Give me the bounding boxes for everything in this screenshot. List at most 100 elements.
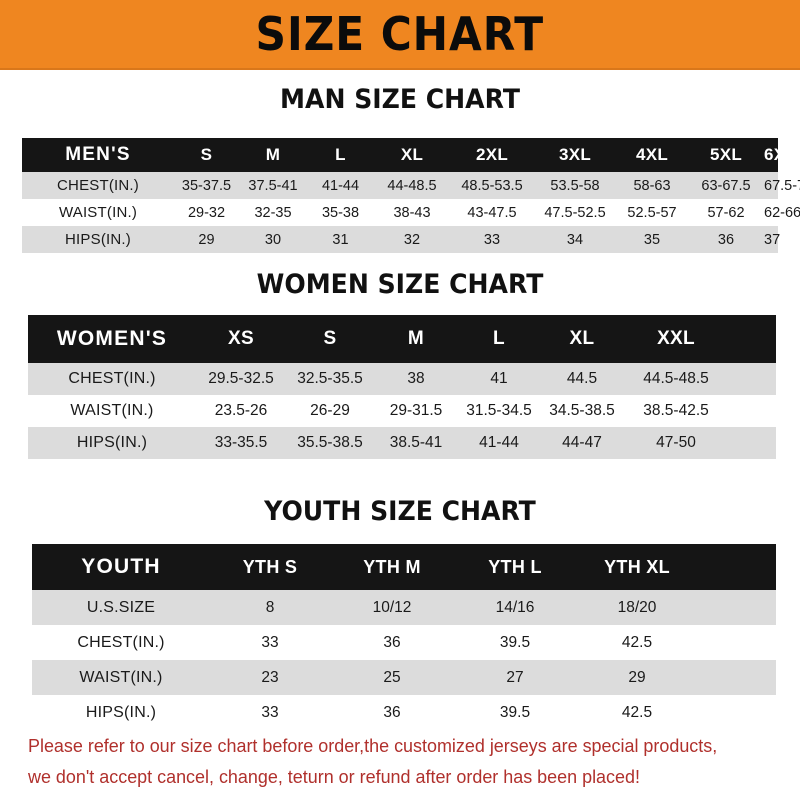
women-hips-empty <box>728 427 776 459</box>
youth-row-label-ussize: U.S.SIZE <box>32 590 210 625</box>
men-col-2xl: 2XL <box>450 138 534 172</box>
youth-row-label-chest: CHEST(IN.) <box>32 625 210 660</box>
men-chest-5xl: 63-67.5 <box>688 172 764 199</box>
men-waist-4xl: 52.5-57 <box>616 199 688 226</box>
men-hips-2xl: 33 <box>450 226 534 253</box>
women-hips-m: 38.5-41 <box>374 427 458 459</box>
youth-hips-s: 33 <box>210 695 330 730</box>
women-section-title: WOMEN SIZE CHART <box>256 269 544 300</box>
men-chest-s: 35-37.5 <box>174 172 239 199</box>
women-col-xl: XL <box>540 315 624 363</box>
women-col-l: L <box>458 315 540 363</box>
women-col-s: S <box>286 315 374 363</box>
youth-row-label-hips: HIPS(IN.) <box>32 695 210 730</box>
table-row: WAIST(IN.) 23 25 27 29 <box>32 660 776 695</box>
men-waist-xl: 38-43 <box>374 199 450 226</box>
women-size-table: WOMEN'S XS S M L XL XXL CHEST(IN.) 29.5-… <box>28 315 776 459</box>
women-waist-l: 31.5-34.5 <box>458 395 540 427</box>
youth-row-label-waist: WAIST(IN.) <box>32 660 210 695</box>
men-corner-label: MEN'S <box>22 138 174 172</box>
table-row: U.S.SIZE 8 10/12 14/16 18/20 <box>32 590 776 625</box>
women-chest-xs: 29.5-32.5 <box>196 363 286 395</box>
men-size-table: MEN'S S M L XL 2XL 3XL 4XL 5XL 6XL CHEST… <box>22 138 800 253</box>
youth-waist-s: 23 <box>210 660 330 695</box>
women-col-m: M <box>374 315 458 363</box>
youth-col-s: YTH S <box>210 544 330 590</box>
youth-header-row: YOUTH YTH S YTH M YTH L YTH XL <box>32 544 776 590</box>
men-header-row: MEN'S S M L XL 2XL 3XL 4XL 5XL 6XL <box>22 138 796 172</box>
men-col-5xl: 5XL <box>688 138 764 172</box>
women-chest-xl: 44.5 <box>540 363 624 395</box>
men-hips-4xl: 35 <box>616 226 688 253</box>
youth-ussize-s: 8 <box>210 590 330 625</box>
men-hips-5xl: 36 <box>688 226 764 253</box>
women-hips-s: 35.5-38.5 <box>286 427 374 459</box>
youth-ussize-xl: 18/20 <box>576 590 698 625</box>
women-corner-label: WOMEN'S <box>28 315 196 363</box>
women-col-empty <box>728 315 776 363</box>
table-row: HIPS(IN.) 33-35.5 35.5-38.5 38.5-41 41-4… <box>28 427 776 459</box>
men-hips-m: 30 <box>239 226 307 253</box>
youth-waist-empty <box>698 660 776 695</box>
women-chest-empty <box>728 363 776 395</box>
men-row-label-chest: CHEST(IN.) <box>22 172 174 199</box>
youth-chest-xl: 42.5 <box>576 625 698 660</box>
women-hips-xs: 33-35.5 <box>196 427 286 459</box>
men-chest-3xl: 53.5-58 <box>534 172 616 199</box>
women-waist-xs: 23.5-26 <box>196 395 286 427</box>
men-chest-2xl: 48.5-53.5 <box>450 172 534 199</box>
table-row: WAIST(IN.) 29-32 32-35 35-38 38-43 43-47… <box>22 199 800 226</box>
women-row-label-hips: HIPS(IN.) <box>28 427 196 459</box>
men-waist-6xl: 62-66.5 <box>764 199 800 226</box>
men-hips-3xl: 34 <box>534 226 616 253</box>
men-chest-4xl: 58-63 <box>616 172 688 199</box>
women-hips-xl: 44-47 <box>540 427 624 459</box>
men-col-3xl: 3XL <box>534 138 616 172</box>
men-waist-3xl: 47.5-52.5 <box>534 199 616 226</box>
women-hips-xxl: 47-50 <box>624 427 728 459</box>
men-col-xl: XL <box>374 138 450 172</box>
men-col-4xl: 4XL <box>616 138 688 172</box>
men-chest-6xl: 67.5-72 <box>764 172 800 199</box>
women-waist-xl: 34.5-38.5 <box>540 395 624 427</box>
women-chest-xxl: 44.5-48.5 <box>624 363 728 395</box>
youth-col-empty <box>698 544 776 590</box>
women-waist-xxl: 38.5-42.5 <box>624 395 728 427</box>
table-row: CHEST(IN.) 29.5-32.5 32.5-35.5 38 41 44.… <box>28 363 776 395</box>
youth-col-m: YTH M <box>330 544 454 590</box>
youth-ussize-l: 14/16 <box>454 590 576 625</box>
men-hips-xl: 32 <box>374 226 450 253</box>
men-row-label-waist: WAIST(IN.) <box>22 199 174 226</box>
women-waist-s: 26-29 <box>286 395 374 427</box>
women-col-xxl: XXL <box>624 315 728 363</box>
table-row: CHEST(IN.) 35-37.5 37.5-41 41-44 44-48.5… <box>22 172 800 199</box>
footer-note: Please refer to our size chart before or… <box>28 730 754 792</box>
footer-note-line-1: Please refer to our size chart before or… <box>28 735 718 756</box>
men-chest-m: 37.5-41 <box>239 172 307 199</box>
men-hips-6xl: 37 <box>764 226 780 253</box>
men-col-6xl: 6XL <box>764 138 796 172</box>
men-waist-5xl: 57-62 <box>688 199 764 226</box>
table-row: HIPS(IN.) 29 30 31 32 33 34 35 36 37 <box>22 226 780 253</box>
men-hips-l: 31 <box>307 226 374 253</box>
youth-hips-l: 39.5 <box>454 695 576 730</box>
youth-waist-m: 25 <box>330 660 454 695</box>
banner: SIZE CHART <box>0 0 800 70</box>
youth-section-title: YOUTH SIZE CHART <box>264 496 536 527</box>
men-waist-l: 35-38 <box>307 199 374 226</box>
men-chest-l: 41-44 <box>307 172 374 199</box>
youth-chest-m: 36 <box>330 625 454 660</box>
table-row: HIPS(IN.) 33 36 39.5 42.5 <box>32 695 776 730</box>
women-hips-l: 41-44 <box>458 427 540 459</box>
women-row-label-chest: CHEST(IN.) <box>28 363 196 395</box>
youth-hips-empty <box>698 695 776 730</box>
youth-col-l: YTH L <box>454 544 576 590</box>
men-col-m: M <box>239 138 307 172</box>
youth-ussize-empty <box>698 590 776 625</box>
youth-hips-xl: 42.5 <box>576 695 698 730</box>
men-col-s: S <box>174 138 239 172</box>
men-hips-s: 29 <box>174 226 239 253</box>
youth-col-xl: YTH XL <box>576 544 698 590</box>
men-waist-s: 29-32 <box>174 199 239 226</box>
